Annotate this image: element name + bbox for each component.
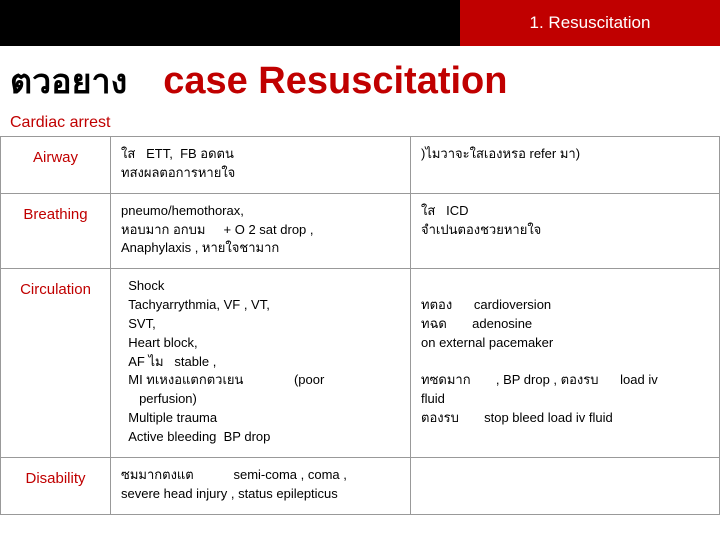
section-badge: 1. Resuscitation — [460, 0, 720, 46]
row-label: Breathing — [1, 193, 111, 269]
resuscitation-table: Airway ใส ETT, FB อดตน ทสงผลตอการหายใจ )… — [0, 136, 720, 515]
row-col2: ซมมากตงแต semi-coma , coma , severe head… — [111, 457, 411, 514]
row-col2: ใส ETT, FB อดตน ทสงผลตอการหายใจ — [111, 137, 411, 194]
table-row-disability: Disability ซมมากตงแต semi-coma , coma , … — [1, 457, 720, 514]
table-row-breathing: Breathing pneumo/hemothorax, หอบมาก อกบม… — [1, 193, 720, 269]
row-col3: ใส ICD จำเปนตองชวยหายใจ — [411, 193, 720, 269]
subheader: Cardiac arrest — [0, 114, 720, 136]
table-row-circulation: Circulation Shock Tachyarrythmia, VF , V… — [1, 269, 720, 458]
title-case: case Resuscitation — [163, 60, 507, 103]
top-bar-fill — [0, 0, 460, 46]
row-label: Circulation — [1, 269, 111, 458]
row-col2: pneumo/hemothorax, หอบมาก อกบม + O 2 sat… — [111, 193, 411, 269]
row-label: Disability — [1, 457, 111, 514]
row-col3: ทตอง cardioversion ทฉด adenosine on exte… — [411, 269, 720, 458]
row-col3 — [411, 457, 720, 514]
row-col3: )ไมวาจะใสเองหรอ refer มา) — [411, 137, 720, 194]
table-row-airway: Airway ใส ETT, FB อดตน ทสงผลตอการหายใจ )… — [1, 137, 720, 194]
row-label: Airway — [1, 137, 111, 194]
top-bar: 1. Resuscitation — [0, 0, 720, 46]
title-row: ตวอยาง case Resuscitation — [0, 46, 720, 114]
title-thai: ตวอยาง — [10, 54, 127, 108]
row-col2: Shock Tachyarrythmia, VF , VT, SVT, Hear… — [111, 269, 411, 458]
